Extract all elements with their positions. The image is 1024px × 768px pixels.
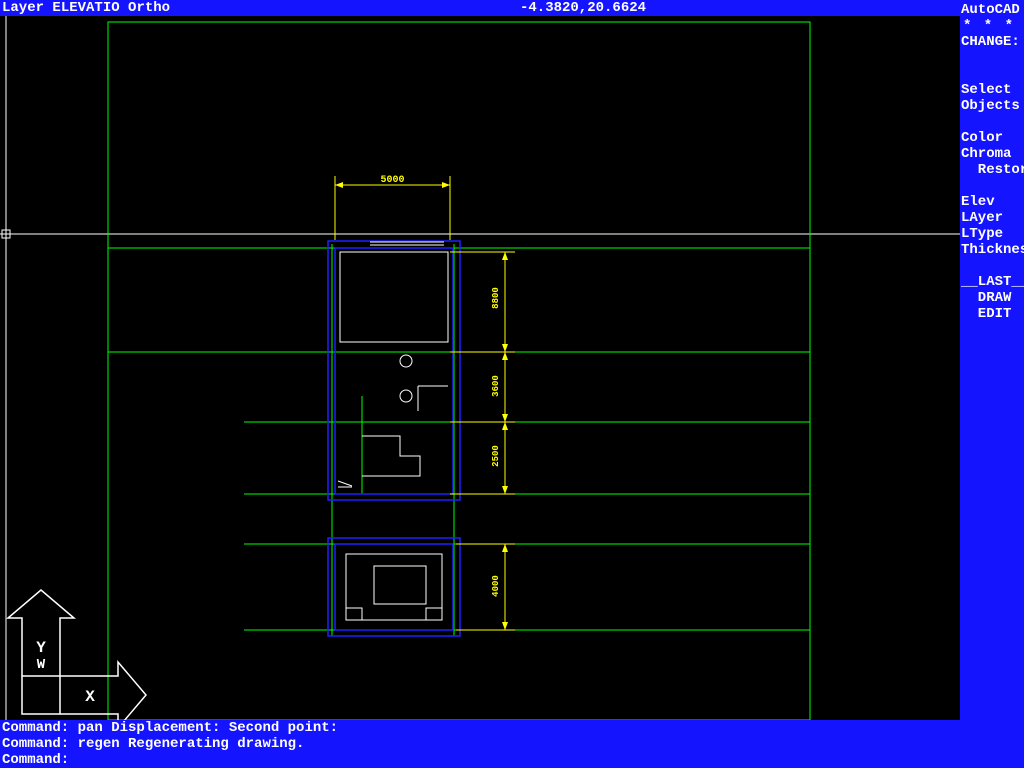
- status-bar: Layer ELEVATIO Ortho -4.3820,20.6624: [0, 0, 960, 16]
- menu-thickness[interactable]: Thicknes: [960, 242, 1024, 258]
- menu-last[interactable]: __LAST__: [960, 274, 1024, 290]
- command-line-1: Command: pan Displacement: Second point:: [2, 720, 1024, 736]
- limits-rect: [108, 22, 810, 720]
- dim-arrow: [502, 352, 508, 360]
- dim-text: 2500: [491, 445, 501, 467]
- wall-rect: [328, 241, 460, 500]
- menu-layer[interactable]: LAyer: [960, 210, 1024, 226]
- detail: [426, 608, 442, 620]
- detail: [400, 390, 412, 402]
- dim-arrow: [502, 622, 508, 630]
- menu-select[interactable]: Select: [960, 82, 1024, 98]
- dim-arrow: [502, 414, 508, 422]
- menu-elev[interactable]: Elev: [960, 194, 1024, 210]
- dim-arrow: [502, 252, 508, 260]
- dim-arrow: [442, 182, 450, 188]
- dim-arrow: [502, 544, 508, 552]
- layer-name: ELEVATIO: [52, 0, 119, 16]
- drawing-canvas[interactable]: 5000 8800 3600 2500 4000 YW X: [0, 16, 960, 720]
- dim-text: 3600: [491, 375, 501, 397]
- command-area[interactable]: Command: pan Displacement: Second point:…: [0, 720, 1024, 768]
- menu-stars: * * * *: [960, 18, 1024, 34]
- ucs-y-label: Y: [36, 639, 46, 657]
- menu-color[interactable]: Color: [960, 130, 1024, 146]
- wall-rect: [335, 544, 453, 630]
- menu-draw[interactable]: DRAW: [960, 290, 1024, 306]
- menu-restore[interactable]: Restore: [960, 162, 1024, 178]
- detail: [338, 481, 352, 486]
- dim-text: 4000: [491, 575, 501, 597]
- ucs-w-label: W: [37, 657, 46, 673]
- detail: [400, 355, 412, 367]
- detail: [340, 252, 448, 342]
- command-line-2: Command: regen Regenerating drawing.: [2, 736, 1024, 752]
- layer-label: Layer: [2, 0, 44, 16]
- dim-arrow: [502, 344, 508, 352]
- ucs-x-label: X: [85, 688, 95, 706]
- wall-rect: [335, 248, 453, 494]
- menu-title: CHANGE:: [960, 34, 1024, 50]
- menu-objects[interactable]: Objects: [960, 98, 1024, 114]
- menu-chroma[interactable]: Chroma: [960, 146, 1024, 162]
- dim-arrow: [335, 182, 343, 188]
- ucs-icon: [8, 590, 146, 720]
- detail: [362, 436, 420, 476]
- detail: [346, 608, 362, 620]
- menu-ltype[interactable]: LType: [960, 226, 1024, 242]
- ortho-mode: Ortho: [128, 0, 170, 16]
- wall-rect: [328, 538, 460, 636]
- dim-arrow: [502, 486, 508, 494]
- side-menu: AutoCAD * * * * CHANGE: Select Objects C…: [960, 0, 1024, 768]
- menu-edit[interactable]: EDIT: [960, 306, 1024, 322]
- dim-arrow: [502, 422, 508, 430]
- dim-text: 5000: [380, 175, 404, 186]
- dim-text: 8800: [491, 287, 501, 309]
- detail: [374, 566, 426, 604]
- app-name: AutoCAD: [960, 2, 1024, 18]
- coord-readout: -4.3820,20.6624: [520, 0, 646, 16]
- command-line-3: Command:: [2, 752, 1024, 768]
- detail: [346, 554, 442, 620]
